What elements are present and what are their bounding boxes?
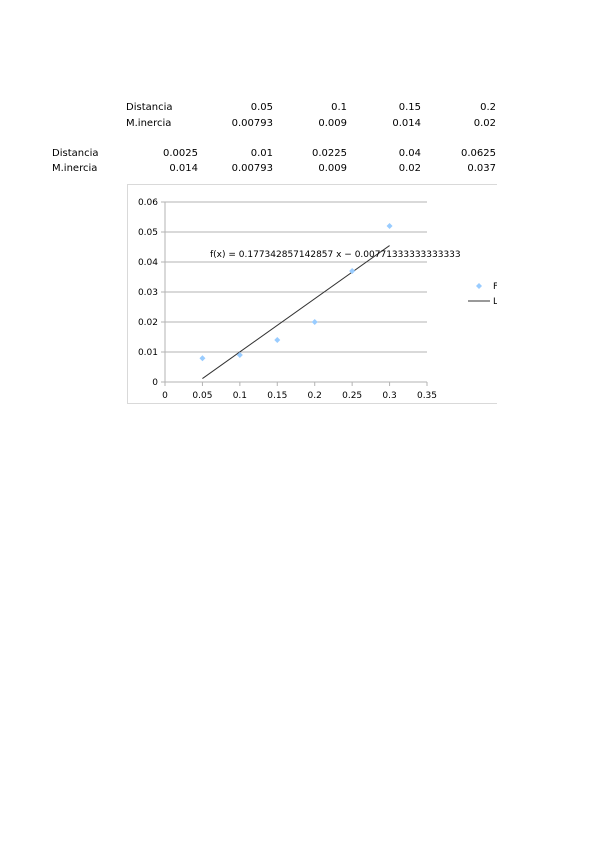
table2-row1-value: 0.0625 <box>461 148 496 159</box>
x-tick-label: 0.1 <box>233 391 247 401</box>
data-point <box>274 337 281 343</box>
data-point <box>311 319 318 325</box>
x-tick-label: 0.2 <box>308 391 322 401</box>
legend-label: F <box>493 282 497 292</box>
x-tick-label: 0 <box>162 391 168 401</box>
trendline-equation: f(x) = 0.177342857142857 x − 0.007713333… <box>210 250 461 260</box>
trend-line <box>202 245 390 379</box>
y-tick-label: 0.01 <box>138 348 158 358</box>
x-tick-label: 0.25 <box>342 391 362 401</box>
y-tick-label: 0.06 <box>138 198 158 208</box>
legend-marker <box>476 283 482 289</box>
chart-canvas: 0 0.01 0.02 0.03 0.04 0.05 0.06 0 0.05 0.1 0.15 0.2… <box>138 198 497 401</box>
table1-row2-label: M.inercia <box>126 118 172 129</box>
scatter-chart: 0 0.01 0.02 0.03 0.04 0.05 0.06 0 0.05 0.1 0.15 0.2… <box>127 184 497 404</box>
y-tick-label: 0.04 <box>138 258 158 268</box>
table1-row1-value: 0.05 <box>250 102 273 113</box>
table1-row2-value: 0.00793 <box>231 118 273 129</box>
table1-row1-label: Distancia <box>126 102 173 113</box>
data-point <box>386 223 393 229</box>
table2-row2-value: 0.02 <box>398 163 421 174</box>
table1-row1-value: 0.2 <box>480 102 496 113</box>
table2-row2-label: M.inercia <box>52 163 98 174</box>
table2-row1-value: 0.0225 <box>312 148 347 159</box>
y-tick-label: 0.05 <box>138 228 158 238</box>
x-tick-label: 0.35 <box>417 391 437 401</box>
x-tick-label: 0.3 <box>382 391 396 401</box>
table2-row2-value: 0.009 <box>318 163 347 174</box>
table2-row2-value: 0.00793 <box>231 163 273 174</box>
table2-row1-label: Distancia <box>52 148 99 159</box>
table1-row1-value: 0.1 <box>331 102 347 113</box>
y-tick-label: 0 <box>152 378 158 388</box>
legend-label: L <box>493 297 497 307</box>
y-tick-label: 0.02 <box>138 318 158 328</box>
table2-row2-value: 0.037 <box>467 163 496 174</box>
x-tick-label: 0.15 <box>267 391 287 401</box>
y-tick-label: 0.03 <box>138 288 158 298</box>
data-point <box>199 355 206 362</box>
data-point <box>349 268 356 274</box>
data-point <box>236 352 243 358</box>
table2-row1-value: 0.0025 <box>163 148 198 159</box>
table1-row2-value: 0.014 <box>392 118 421 129</box>
table2-row1-value: 0.01 <box>250 148 273 159</box>
table1-row2-value: 0.009 <box>318 118 347 129</box>
x-tick-label: 0.05 <box>192 391 212 401</box>
table1-row1-value: 0.15 <box>398 102 421 113</box>
table2-row2-value: 0.014 <box>169 163 198 174</box>
table1-row2-value: 0.02 <box>473 118 496 129</box>
table2-row1-value: 0.04 <box>398 148 421 159</box>
